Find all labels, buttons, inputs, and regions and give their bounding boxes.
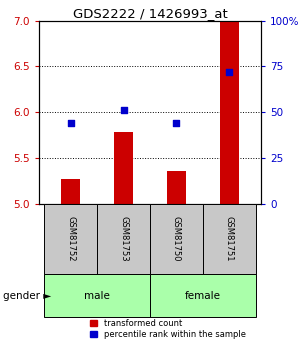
- Bar: [150, 204, 203, 274]
- Bar: [167, 171, 186, 204]
- Text: GSM81752: GSM81752: [66, 216, 75, 262]
- Bar: [220, 21, 239, 204]
- Text: gender ►: gender ►: [3, 291, 51, 301]
- Bar: [203, 204, 256, 274]
- Bar: [97, 204, 150, 274]
- Bar: [44, 204, 97, 274]
- Title: GDS2222 / 1426993_at: GDS2222 / 1426993_at: [73, 7, 227, 20]
- Bar: [150, 274, 256, 317]
- Bar: [61, 179, 80, 204]
- Text: female: female: [185, 291, 221, 301]
- Text: male: male: [84, 291, 110, 301]
- Bar: [114, 132, 133, 204]
- Bar: [44, 274, 150, 317]
- Point: [121, 108, 126, 113]
- Point: [174, 120, 179, 126]
- Text: GSM81750: GSM81750: [172, 216, 181, 262]
- Text: GSM81753: GSM81753: [119, 216, 128, 262]
- Point: [68, 120, 73, 126]
- Legend: transformed count, percentile rank within the sample: transformed count, percentile rank withi…: [89, 317, 247, 341]
- Point: [227, 69, 232, 75]
- Text: GSM81751: GSM81751: [225, 216, 234, 262]
